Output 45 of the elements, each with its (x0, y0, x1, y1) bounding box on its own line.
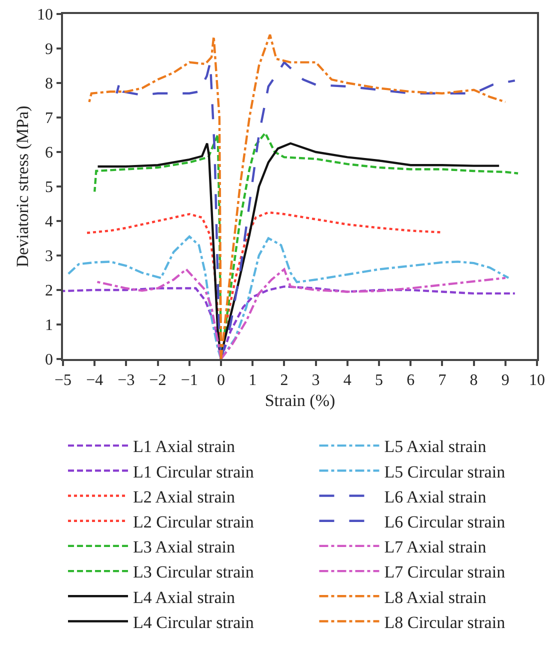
legend-label: L3 Axial strain (133, 538, 236, 557)
y-axis-title: Deviatoric stress (MPa) (13, 106, 32, 268)
x-tick-label: 9 (501, 372, 510, 389)
x-tick-label: 1 (248, 372, 257, 389)
x-tick-label: −4 (86, 372, 104, 389)
x-tick-label: 2 (280, 372, 288, 389)
legend-label: L8 Axial strain (384, 588, 487, 607)
x-tick-label: 4 (343, 372, 352, 389)
legend-label: L2 Circular strain (133, 512, 254, 532)
x-tick-label: 0 (217, 372, 225, 389)
legend-label: L8 Circular strain (384, 612, 506, 632)
legend-label: L1 Circular strain (133, 462, 254, 482)
x-tick-label: −3 (118, 372, 135, 389)
x-tick-label: 3 (312, 372, 320, 389)
x-tick-label: −5 (54, 372, 72, 389)
x-tick-label: −1 (180, 372, 198, 389)
legend-label: L6 Axial strain (384, 487, 487, 506)
y-tick-label: 8 (45, 76, 54, 93)
legend-label: L4 Axial strain (133, 588, 236, 607)
y-tick-label: 0 (45, 352, 54, 369)
y-tick-label: 6 (45, 144, 54, 162)
y-tick-label: 9 (45, 41, 54, 58)
x-tick-label: −2 (149, 372, 166, 389)
legend-label: L5 Axial strain (384, 437, 487, 456)
y-tick-label: 4 (45, 214, 54, 231)
y-tick-label: 10 (37, 6, 54, 24)
legend-label: L7 Circular strain (384, 562, 506, 582)
legend-label: L1 Axial strain (133, 437, 236, 456)
x-tick-label: 5 (375, 372, 383, 389)
legend-label: L6 Circular strain (384, 512, 506, 532)
x-tick-label: 10 (529, 372, 545, 389)
y-tick-label: 7 (45, 110, 54, 128)
y-tick-label: 5 (45, 179, 54, 196)
x-tick-label: 6 (406, 372, 415, 389)
legend-label: L7 Axial strain (384, 538, 487, 557)
y-tick-label: 2 (45, 282, 54, 300)
y-tick-label: 1 (45, 317, 54, 334)
y-tick-label: 3 (45, 248, 54, 266)
legend-label: L3 Circular strain (133, 562, 254, 582)
x-tick-label: 7 (438, 372, 446, 389)
legend-label: L4 Circular strain (133, 612, 254, 632)
legend-label: L5 Circular strain (384, 462, 506, 482)
x-axis-title: Strain (%) (264, 390, 336, 410)
x-tick-label: 8 (470, 372, 478, 389)
legend-label: L2 Axial strain (133, 487, 236, 506)
